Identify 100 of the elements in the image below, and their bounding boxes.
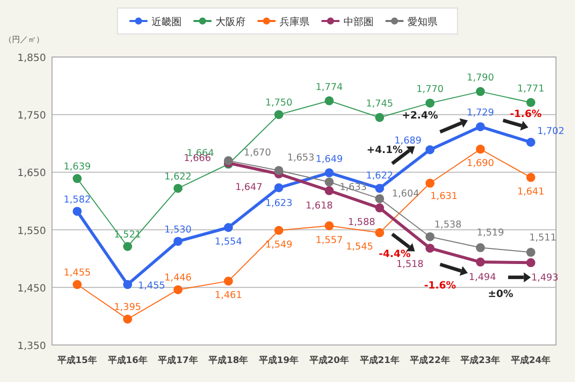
data-label: 1,631 [430, 191, 458, 202]
point [324, 221, 334, 230]
point [476, 144, 485, 154]
data-label: 1,530 [164, 224, 192, 236]
point [526, 248, 536, 257]
data-label: 1,690 [466, 158, 494, 170]
annotation: +2.4% [402, 110, 438, 122]
point [375, 203, 384, 212]
data-label: 1,622 [164, 171, 192, 182]
x-tick-label: 平成22年 [409, 355, 450, 366]
point [526, 172, 536, 182]
point [375, 228, 384, 238]
legend-label: 中部圏 [344, 16, 374, 28]
point [274, 226, 284, 235]
point [526, 138, 536, 147]
x-tick-label: 平成21年 [358, 355, 400, 366]
point [375, 112, 384, 122]
data-label: 1,518 [396, 259, 424, 270]
data-label: 1,519 [476, 228, 504, 239]
data-label: 1,750 [265, 98, 292, 109]
x-tick-label: 平成18年 [208, 355, 248, 366]
annotation: -1.6% [510, 109, 542, 120]
annotation: ±0% [488, 289, 514, 300]
point [72, 206, 82, 216]
data-label: 1,493 [531, 272, 558, 284]
data-label: 1,702 [537, 126, 564, 138]
point [324, 96, 334, 106]
data-label: 1,554 [214, 236, 242, 248]
data-label: 1,549 [265, 239, 292, 250]
point [526, 258, 536, 268]
point [426, 178, 434, 188]
legend-label: 近畿圏 [152, 16, 182, 28]
point [174, 184, 182, 193]
point [72, 280, 82, 290]
data-label: 1,774 [316, 82, 343, 93]
point [476, 122, 485, 132]
data-label: 1,582 [64, 194, 91, 206]
point [426, 98, 434, 108]
data-label: 1,729 [466, 108, 494, 119]
data-label: 1,623 [265, 198, 292, 209]
data-label: 1,494 [468, 272, 496, 284]
point [324, 186, 334, 196]
data-label: 1,622 [366, 170, 394, 182]
point [324, 177, 334, 186]
data-label: 1,639 [64, 162, 91, 173]
point [476, 258, 485, 267]
point [426, 145, 434, 154]
data-label: 1,647 [235, 182, 262, 193]
y-axis-title: （円／㎡） [4, 35, 44, 44]
data-label: 1,653 [287, 152, 314, 164]
data-label: 1,604 [392, 188, 420, 200]
data-label: 1,455 [64, 268, 91, 279]
point [174, 236, 182, 246]
point [526, 98, 536, 108]
x-tick-label: 平成19年 [258, 355, 299, 366]
annotation: +4.1% [366, 145, 403, 156]
data-label: 1,770 [416, 84, 444, 96]
legend-label: 兵庫県 [280, 16, 310, 28]
x-tick-label: 平成15年 [56, 355, 97, 366]
x-tick-label: 平成16年 [106, 355, 148, 366]
point [274, 110, 284, 120]
x-tick-label: 平成20年 [308, 355, 349, 366]
data-label: 1,461 [214, 290, 242, 302]
point [375, 184, 384, 193]
point [324, 168, 334, 178]
x-tick-label: 平成17年 [157, 355, 198, 366]
point [476, 243, 485, 252]
point [274, 166, 284, 175]
point [224, 276, 233, 286]
point [174, 285, 182, 294]
x-tick-label: 平成23年 [460, 355, 500, 366]
y-tick-label: 1,450 [17, 283, 46, 294]
data-label: 1,670 [244, 148, 271, 159]
annotation: -1.6% [424, 280, 456, 292]
data-label: 1,446 [164, 272, 192, 284]
data-label: 1,511 [529, 232, 556, 244]
point [72, 174, 82, 184]
point [123, 280, 132, 290]
y-tick-label: 1,750 [17, 110, 46, 122]
annotation: -4.4% [378, 248, 411, 260]
data-label: 1,641 [517, 186, 544, 198]
data-label: 1,455 [138, 280, 166, 292]
data-label: 1,649 [316, 154, 343, 165]
y-tick-label: 1,550 [17, 226, 46, 237]
legend-label: 愛知県 [408, 16, 438, 28]
point [123, 242, 132, 252]
data-label: 1,557 [316, 234, 343, 246]
data-label: 1,588 [348, 216, 376, 228]
data-label: 1,745 [366, 98, 394, 110]
data-label: 1,771 [517, 84, 544, 95]
legend-label: 大阪府 [216, 16, 246, 28]
data-label: 1,790 [466, 72, 494, 84]
data-label: 1,618 [306, 200, 333, 212]
data-label: 1,689 [394, 136, 422, 147]
point [274, 183, 284, 192]
data-label: 1,538 [434, 220, 462, 231]
x-tick-label: 平成24年 [510, 355, 551, 366]
point [224, 222, 233, 232]
point [426, 232, 434, 242]
y-tick-label: 1,650 [17, 168, 46, 180]
